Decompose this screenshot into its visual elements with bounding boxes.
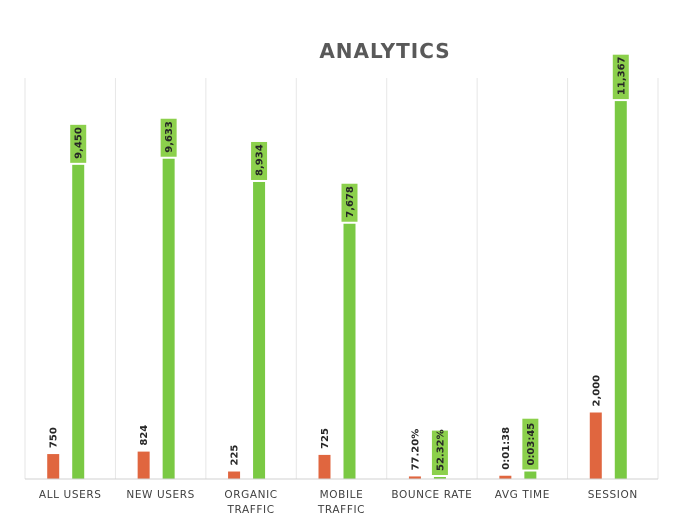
category-label: SESSION [588,489,638,501]
data-label-box [341,183,358,222]
bar-series-1 [589,412,602,479]
data-label-box [612,54,629,100]
chart-title: ANALYTICS [319,39,450,63]
bar-series-2 [614,101,627,479]
bars [47,101,627,479]
bar-series-1 [499,475,512,479]
data-label-box [431,430,448,475]
bar-series-2 [72,164,85,479]
data-label: 0:01:38 [501,427,512,470]
category-label: BOUNCE RATE [391,489,472,501]
data-label: 7,678 [345,186,356,218]
data-label: 0:03:45 [526,423,537,466]
category-label: NEW USERS [126,489,195,501]
bar-series-2 [524,471,537,479]
data-label: 52.32% [435,429,446,471]
bar-series-1 [47,454,60,479]
bar-series-1 [137,451,150,479]
bar-series-1 [318,454,331,479]
category-label: TRAFFIC [226,504,274,515]
category-labels: ALL USERS NEW USERS ORGANIC TRAFFIC MOBILE TR… [39,489,638,515]
data-label: 11,367 [616,56,627,95]
data-label: 9,633 [164,121,175,153]
category-label: ORGANIC [224,489,277,501]
category-gridlines [24,78,659,479]
data-label-box [160,118,177,157]
data-label-box [70,124,87,163]
data-label: 750 [49,427,60,448]
category-label: AVG TIME [495,489,550,501]
bar-series-1 [228,471,241,479]
data-label: 225 [230,445,241,466]
data-labels: 750 9,450 824 9,633 225 8,934 725 7,678 77.20% 52… [49,54,629,475]
bar-series-2 [162,158,175,479]
data-label: 9,450 [74,127,85,159]
data-label: 725 [320,428,331,449]
bar-series-2 [433,477,446,479]
data-label: 824 [139,425,150,446]
data-label: 8,934 [255,144,266,176]
data-label-box [522,418,539,470]
data-label-box [251,141,268,180]
data-label: 2,000 [591,375,602,407]
category-label: MOBILE [320,489,364,501]
bar-series-1 [408,476,421,479]
category-label: ALL USERS [39,489,102,501]
category-label: TRAFFIC [317,504,365,515]
data-label: 77.20% [410,429,421,471]
bar-series-2 [253,181,266,479]
bar-series-2 [343,223,356,479]
